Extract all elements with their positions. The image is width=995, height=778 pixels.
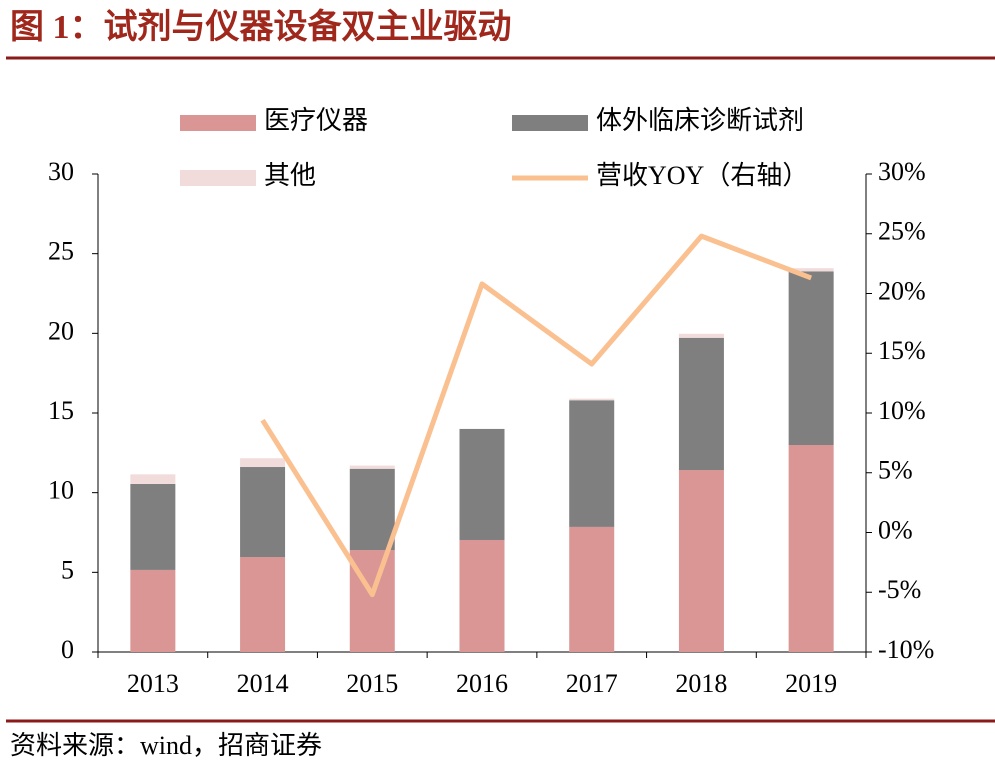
legend-label: 其他 bbox=[264, 161, 316, 190]
y2-tick-label: 0% bbox=[878, 515, 913, 544]
y2-tick-label: -10% bbox=[878, 635, 934, 664]
legend-swatch bbox=[512, 115, 588, 131]
bar bbox=[240, 557, 286, 652]
bar bbox=[459, 539, 505, 652]
x-tick-label: 2017 bbox=[566, 669, 618, 698]
bar bbox=[130, 474, 176, 484]
x-tick-label: 2014 bbox=[237, 669, 289, 698]
y-tick-label: 20 bbox=[48, 316, 74, 345]
y-tick-label: 10 bbox=[48, 476, 74, 505]
x-tick-label: 2018 bbox=[675, 669, 727, 698]
bar bbox=[788, 271, 834, 446]
bar bbox=[349, 468, 395, 551]
bar bbox=[569, 526, 615, 652]
y2-tick-label: 30% bbox=[878, 157, 926, 186]
y2-tick-label: 20% bbox=[878, 276, 926, 305]
y-tick-label: 25 bbox=[48, 237, 74, 266]
y2-tick-label: 25% bbox=[878, 217, 926, 246]
y-tick-label: 15 bbox=[48, 396, 74, 425]
x-tick-label: 2016 bbox=[456, 669, 508, 698]
y-tick-label: 5 bbox=[61, 555, 74, 584]
y-tick-label: 0 bbox=[61, 635, 74, 664]
bar bbox=[349, 465, 395, 469]
bar bbox=[678, 470, 724, 652]
y2-tick-label: 5% bbox=[878, 456, 913, 485]
bar bbox=[569, 400, 615, 527]
chart-title: 图 1：试剂与仪器设备双主业驱动 bbox=[10, 8, 512, 46]
bar bbox=[240, 458, 286, 468]
bar bbox=[788, 445, 834, 652]
x-tick-label: 2019 bbox=[785, 669, 837, 698]
bar bbox=[459, 428, 505, 540]
legend-label: 医疗仪器 bbox=[264, 106, 368, 135]
bar bbox=[678, 333, 724, 338]
bar bbox=[130, 569, 176, 652]
legend-swatch bbox=[180, 115, 256, 131]
x-tick-label: 2013 bbox=[127, 669, 179, 698]
legend-swatch bbox=[180, 170, 256, 186]
bar bbox=[678, 337, 724, 471]
source: 资料来源：wind，招商证券 bbox=[10, 731, 322, 760]
x-tick-label: 2015 bbox=[346, 669, 398, 698]
bar bbox=[788, 268, 834, 272]
legend-label: 营收YOY（右轴） bbox=[596, 161, 808, 190]
y2-tick-label: 15% bbox=[878, 336, 926, 365]
bar bbox=[130, 483, 176, 570]
y2-tick-label: -5% bbox=[878, 575, 921, 604]
y2-tick-label: 10% bbox=[878, 396, 926, 425]
legend-label: 体外临床诊断试剂 bbox=[596, 106, 804, 135]
bar bbox=[569, 398, 615, 401]
bar bbox=[240, 467, 286, 558]
y-tick-label: 30 bbox=[48, 157, 74, 186]
line bbox=[260, 233, 813, 598]
